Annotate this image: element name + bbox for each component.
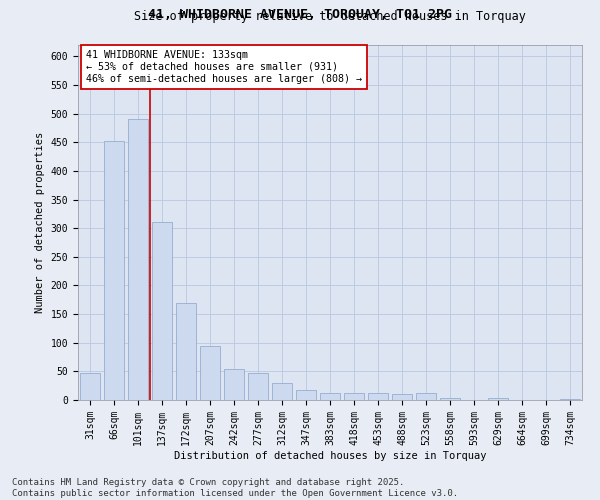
Bar xyxy=(392,394,412,400)
Bar xyxy=(416,393,436,400)
Bar xyxy=(320,392,340,400)
Bar xyxy=(200,346,220,400)
Title: Size of property relative to detached houses in Torquay: Size of property relative to detached ho… xyxy=(134,10,526,23)
Bar xyxy=(488,398,508,400)
Bar xyxy=(296,390,316,400)
Bar xyxy=(560,399,580,400)
Bar xyxy=(104,140,124,400)
Bar xyxy=(80,373,100,400)
Y-axis label: Number of detached properties: Number of detached properties xyxy=(35,132,45,313)
Text: 41 WHIDBORNE AVENUE: 133sqm
← 53% of detached houses are smaller (931)
46% of se: 41 WHIDBORNE AVENUE: 133sqm ← 53% of det… xyxy=(86,50,362,84)
Bar xyxy=(344,392,364,400)
Text: Contains HM Land Registry data © Crown copyright and database right 2025.
Contai: Contains HM Land Registry data © Crown c… xyxy=(12,478,458,498)
Bar xyxy=(440,398,460,400)
X-axis label: Distribution of detached houses by size in Torquay: Distribution of detached houses by size … xyxy=(174,450,486,460)
Bar xyxy=(248,373,268,400)
Bar xyxy=(272,383,292,400)
Bar xyxy=(224,368,244,400)
Bar xyxy=(176,302,196,400)
Bar xyxy=(128,120,148,400)
Bar xyxy=(152,222,172,400)
Bar xyxy=(368,393,388,400)
Text: 41, WHIDBORNE AVENUE, TORQUAY, TQ1 2PG: 41, WHIDBORNE AVENUE, TORQUAY, TQ1 2PG xyxy=(148,8,452,20)
